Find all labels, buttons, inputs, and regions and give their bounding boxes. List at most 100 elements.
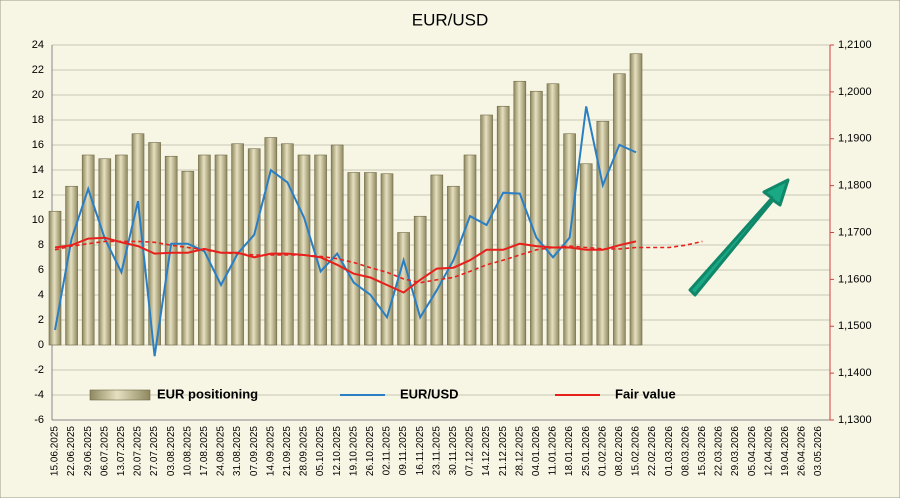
bar: [364, 172, 377, 346]
y2-tick-label: 1,1600: [838, 273, 872, 285]
bar: [596, 120, 610, 346]
x-tick-label: 03.05.2026: [813, 426, 824, 476]
bar: [98, 158, 112, 346]
bar: [430, 174, 444, 346]
x-tick-label: 05.04.2026: [747, 426, 758, 476]
x-tick-label: 03.08.2025: [166, 426, 177, 476]
y-tick-label: 20: [32, 89, 44, 101]
y2-tick-label: 1,1500: [838, 320, 872, 332]
bar: [131, 133, 145, 346]
x-tick-label: 01.03.2026: [664, 426, 675, 476]
x-tick-label: 21.12.2025: [498, 426, 509, 476]
y-tick-label: 18: [32, 114, 44, 126]
x-tick-label: 01.02.2026: [597, 426, 608, 476]
x-tick-label: 11.01.2026: [548, 426, 559, 476]
legend-label: EUR positioning: [157, 386, 258, 401]
bar: [629, 53, 643, 346]
legend-label: Fair value: [615, 386, 676, 401]
y2-tick-label: 1,2000: [838, 86, 872, 98]
x-tick-label: 15.06.2025: [50, 426, 61, 476]
bar: [480, 114, 493, 346]
y-tick-label: 16: [32, 139, 44, 151]
bar: [247, 148, 261, 346]
bar: [347, 172, 361, 346]
y-tick-label: 4: [38, 289, 44, 301]
y-tick-label: 22: [32, 64, 44, 76]
x-tick-label: 07.09.2025: [249, 426, 260, 476]
trend-arrow: [688, 178, 790, 297]
x-tick-label: 16.11.2025: [415, 426, 426, 476]
x-tick-label: 30.11.2025: [448, 426, 459, 476]
y-tick-label: -6: [34, 414, 44, 426]
x-tick-label: 06.07.2025: [99, 426, 110, 476]
y-tick-label: 10: [32, 214, 44, 226]
y2-tick-label: 1,1400: [838, 367, 872, 379]
bar: [613, 73, 626, 346]
x-tick-label: 07.12.2025: [465, 426, 476, 476]
bar: [380, 173, 394, 346]
legend-swatch: [89, 389, 151, 401]
x-tick-label: 09.11.2025: [398, 426, 409, 476]
x-tick-label: 20.07.2025: [133, 426, 144, 476]
x-tick-label: 31.08.2025: [232, 426, 243, 476]
x-tick-label: 15.02.2026: [631, 426, 642, 476]
x-tick-label: 22.06.2025: [66, 426, 77, 476]
bar: [563, 133, 576, 346]
x-tick-label: 28.12.2025: [514, 426, 525, 476]
x-tick-label: 28.09.2025: [299, 426, 310, 476]
bar: [513, 80, 527, 346]
y2-tick-label: 1,1700: [838, 226, 872, 238]
x-tick-label: 12.04.2026: [763, 426, 774, 476]
y-tick-label: -4: [34, 389, 44, 401]
bar: [463, 154, 477, 346]
x-tick-label: 15.03.2026: [697, 426, 708, 476]
series-line: [54, 236, 637, 294]
x-tick-label: 19.04.2026: [780, 426, 791, 476]
x-tick-label: 10.08.2025: [182, 426, 193, 476]
bar: [579, 163, 593, 346]
y-tick-label: -2: [34, 364, 44, 376]
y-tick-label: 12: [32, 189, 44, 201]
x-tick-label: 08.03.2026: [680, 426, 691, 476]
x-tick-label: 21.09.2025: [282, 426, 293, 476]
x-tick-label: 19.10.2025: [348, 426, 359, 476]
y-tick-label: 0: [38, 339, 44, 351]
x-tick-label: 05.10.2025: [315, 426, 326, 476]
x-tick-label: 26.04.2026: [797, 426, 808, 476]
bar: [264, 137, 278, 346]
x-tick-label: 24.08.2025: [216, 426, 227, 476]
x-tick-label: 23.11.2025: [431, 426, 442, 476]
chart-title: EUR/USD: [412, 10, 489, 29]
x-tick-label: 17.08.2025: [199, 426, 210, 476]
bar: [496, 105, 510, 346]
bar: [314, 154, 327, 346]
y-tick-label: 8: [38, 239, 44, 251]
x-tick-label: 04.01.2026: [531, 426, 542, 476]
bar: [546, 83, 560, 346]
x-tick-label: 29.03.2026: [730, 426, 741, 476]
bar: [81, 154, 95, 346]
x-tick-label: 02.11.2025: [382, 426, 393, 476]
y2-tick-label: 1,1900: [838, 133, 872, 145]
x-tick-label: 26.10.2025: [365, 426, 376, 476]
x-tick-label: 08.02.2026: [614, 426, 625, 476]
y2-tick-label: 1,1300: [838, 414, 872, 426]
bar: [297, 154, 311, 346]
x-tick-label: 13.07.2025: [116, 426, 127, 476]
bar: [281, 143, 294, 346]
bar: [181, 170, 195, 346]
x-tick-label: 29.06.2025: [83, 426, 94, 476]
bar: [164, 155, 178, 346]
y2-tick-label: 1,1800: [838, 180, 872, 192]
bar: [65, 185, 78, 346]
x-tick-label: 14.12.2025: [481, 426, 492, 476]
x-tick-label: 22.02.2026: [647, 426, 658, 476]
legend-label: EUR/USD: [400, 386, 459, 401]
x-tick-label: 25.01.2026: [581, 426, 592, 476]
bar: [330, 144, 344, 346]
bar: [214, 154, 228, 346]
y-tick-label: 6: [38, 264, 44, 276]
x-tick-label: 14.09.2025: [265, 426, 276, 476]
x-tick-label: 12.10.2025: [332, 426, 343, 476]
